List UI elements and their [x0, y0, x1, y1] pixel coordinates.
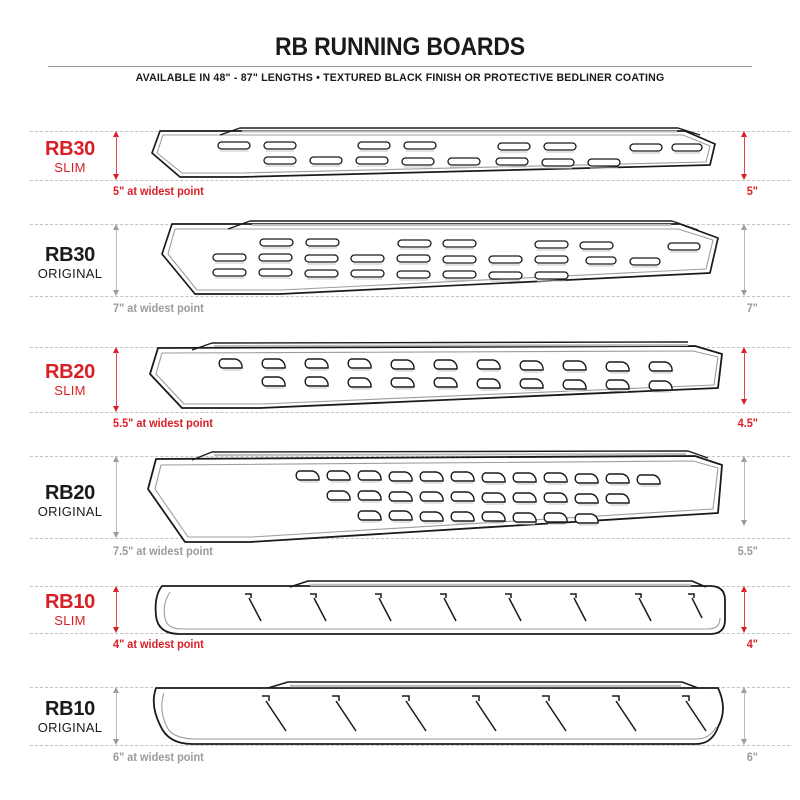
dimension-arrow-left — [113, 456, 121, 538]
arrow-stem — [116, 692, 118, 740]
arrow-down-icon — [741, 399, 747, 405]
header-divider — [48, 66, 752, 67]
arrow-stem — [744, 461, 746, 521]
arrow-down-icon — [113, 290, 119, 296]
board-illustration-rb20-original — [140, 447, 740, 552]
arrow-up-icon — [113, 224, 119, 230]
guide-top — [30, 456, 790, 457]
width-caption-left: 4" at widest point — [113, 639, 204, 651]
arrow-down-icon — [113, 532, 119, 538]
arrow-stem — [116, 461, 118, 533]
variant-name: SLIM — [54, 612, 86, 628]
arrow-stem — [116, 136, 118, 175]
guide-bottom — [30, 296, 790, 297]
arrow-down-icon — [113, 174, 119, 180]
width-caption-left: 5" at widest point — [113, 186, 204, 198]
arrow-up-icon — [741, 224, 747, 230]
page-subtitle: AVAILABLE IN 48" - 87" LENGTHS • TEXTURE… — [135, 72, 665, 84]
board-illustration-rb30-slim — [140, 122, 740, 192]
model-name: RB10 — [45, 591, 95, 613]
board-illustration-rb30-original — [150, 215, 740, 310]
dimension-arrow-right — [741, 687, 749, 745]
arrow-down-icon — [741, 627, 747, 633]
arrow-down-icon — [741, 174, 747, 180]
row-label-rb10-slim: RB10 SLIM — [24, 592, 116, 628]
width-caption-left: 7.5" at widest point — [113, 546, 213, 558]
model-name: RB10 — [45, 698, 95, 720]
arrow-up-icon — [741, 586, 747, 592]
arrow-stem — [116, 352, 118, 407]
row-label-rb20-original: RB20 ORIGINAL — [24, 483, 116, 519]
arrow-up-icon — [113, 586, 119, 592]
row-label-rb30-slim: RB30 SLIM — [24, 139, 116, 175]
dimension-arrow-right — [741, 456, 749, 526]
arrow-up-icon — [113, 347, 119, 353]
arrow-down-icon — [113, 627, 119, 633]
dimension-arrow-right — [741, 224, 749, 296]
board-illustration-rb20-slim — [140, 338, 740, 420]
dimension-arrow-left — [113, 347, 121, 412]
dimension-arrow-right — [741, 347, 749, 405]
height-caption-right: 5" — [746, 186, 758, 198]
arrow-up-icon — [113, 687, 119, 693]
page-header: RB RUNNING BOARDS AVAILABLE IN 48" - 87"… — [0, 0, 800, 84]
row-label-rb30-original: RB30 ORIGINAL — [24, 245, 116, 281]
dimension-arrow-left — [113, 224, 121, 296]
arrow-stem — [116, 591, 118, 628]
model-name: RB20 — [45, 482, 95, 504]
height-caption-right: 4" — [746, 639, 758, 651]
model-name: RB20 — [45, 361, 95, 383]
dimension-arrow-left — [113, 131, 121, 180]
arrow-down-icon — [113, 406, 119, 412]
arrow-stem — [744, 692, 746, 740]
arrow-up-icon — [741, 131, 747, 137]
arrow-up-icon — [741, 456, 747, 462]
variant-name: SLIM — [54, 159, 86, 175]
width-caption-left: 7" at widest point — [113, 303, 204, 315]
width-caption-left: 5.5" at widest point — [113, 418, 213, 430]
variant-name: ORIGINAL — [37, 503, 103, 519]
board-illustration-rb10-original — [140, 679, 740, 757]
board-illustration-rb10-slim — [140, 578, 740, 643]
model-name: RB30 — [45, 138, 95, 160]
arrow-down-icon — [741, 520, 747, 526]
arrow-down-icon — [741, 739, 747, 745]
arrow-up-icon — [741, 687, 747, 693]
guide-bottom — [30, 538, 790, 539]
arrow-up-icon — [113, 456, 119, 462]
row-label-rb10-original: RB10 ORIGINAL — [24, 699, 116, 735]
dimension-arrow-left — [113, 586, 121, 633]
dimension-arrow-left — [113, 687, 121, 745]
arrow-up-icon — [741, 347, 747, 353]
dimension-arrow-right — [741, 131, 749, 180]
arrow-down-icon — [741, 290, 747, 296]
arrow-stem — [116, 229, 118, 291]
page-title: RB RUNNING BOARDS — [275, 33, 525, 61]
guide-bottom — [30, 412, 790, 413]
arrow-stem — [744, 352, 746, 400]
width-caption-left: 6" at widest point — [113, 752, 204, 764]
arrow-stem — [744, 136, 746, 175]
model-name: RB30 — [45, 244, 95, 266]
dimension-arrow-right — [741, 586, 749, 633]
row-label-rb20-slim: RB20 SLIM — [24, 362, 116, 398]
guide-bottom — [30, 180, 790, 181]
arrow-stem — [744, 591, 746, 628]
height-caption-right: 6" — [746, 752, 758, 764]
variant-name: ORIGINAL — [37, 265, 103, 281]
variant-name: SLIM — [54, 382, 86, 398]
arrow-stem — [744, 229, 746, 291]
variant-name: ORIGINAL — [37, 719, 103, 735]
height-caption-right: 7" — [746, 303, 758, 315]
arrow-down-icon — [113, 739, 119, 745]
arrow-up-icon — [113, 131, 119, 137]
guide-bottom — [30, 745, 790, 746]
height-caption-right: 4.5" — [737, 418, 758, 430]
height-caption-right: 5.5" — [737, 546, 758, 558]
